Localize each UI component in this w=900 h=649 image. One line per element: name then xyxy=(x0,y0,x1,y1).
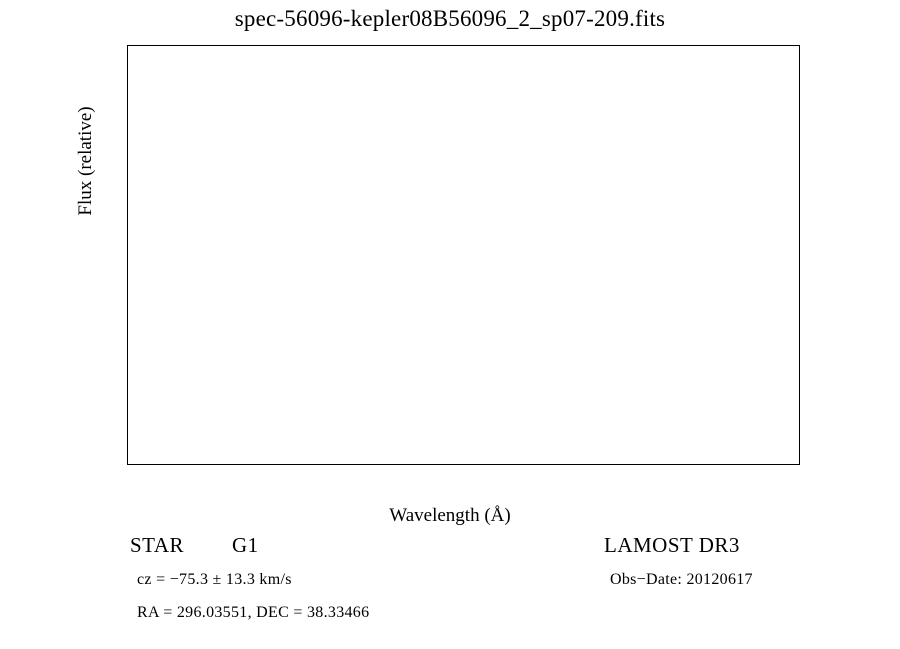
object-type-label: STAR xyxy=(130,533,184,557)
coordinates-label: RA = 296.03551, DEC = 38.33466 xyxy=(137,604,370,621)
redshift-velocity-label: cz = −75.3 ± 13.3 km/s xyxy=(137,571,292,588)
spectral-class-label: G1 xyxy=(232,533,259,557)
page-title: spec-56096-kepler08B56096_2_sp07-209.fit… xyxy=(234,6,666,31)
x-axis-label: Wavelength (Å) xyxy=(389,505,511,526)
obs-date-label: Obs−Date: 20120617 xyxy=(610,571,753,588)
y-axis-label: Flux (relative) xyxy=(75,106,96,216)
plot-frame xyxy=(127,45,800,465)
plot-area xyxy=(127,45,800,465)
survey-label: LAMOST DR3 xyxy=(604,533,740,557)
